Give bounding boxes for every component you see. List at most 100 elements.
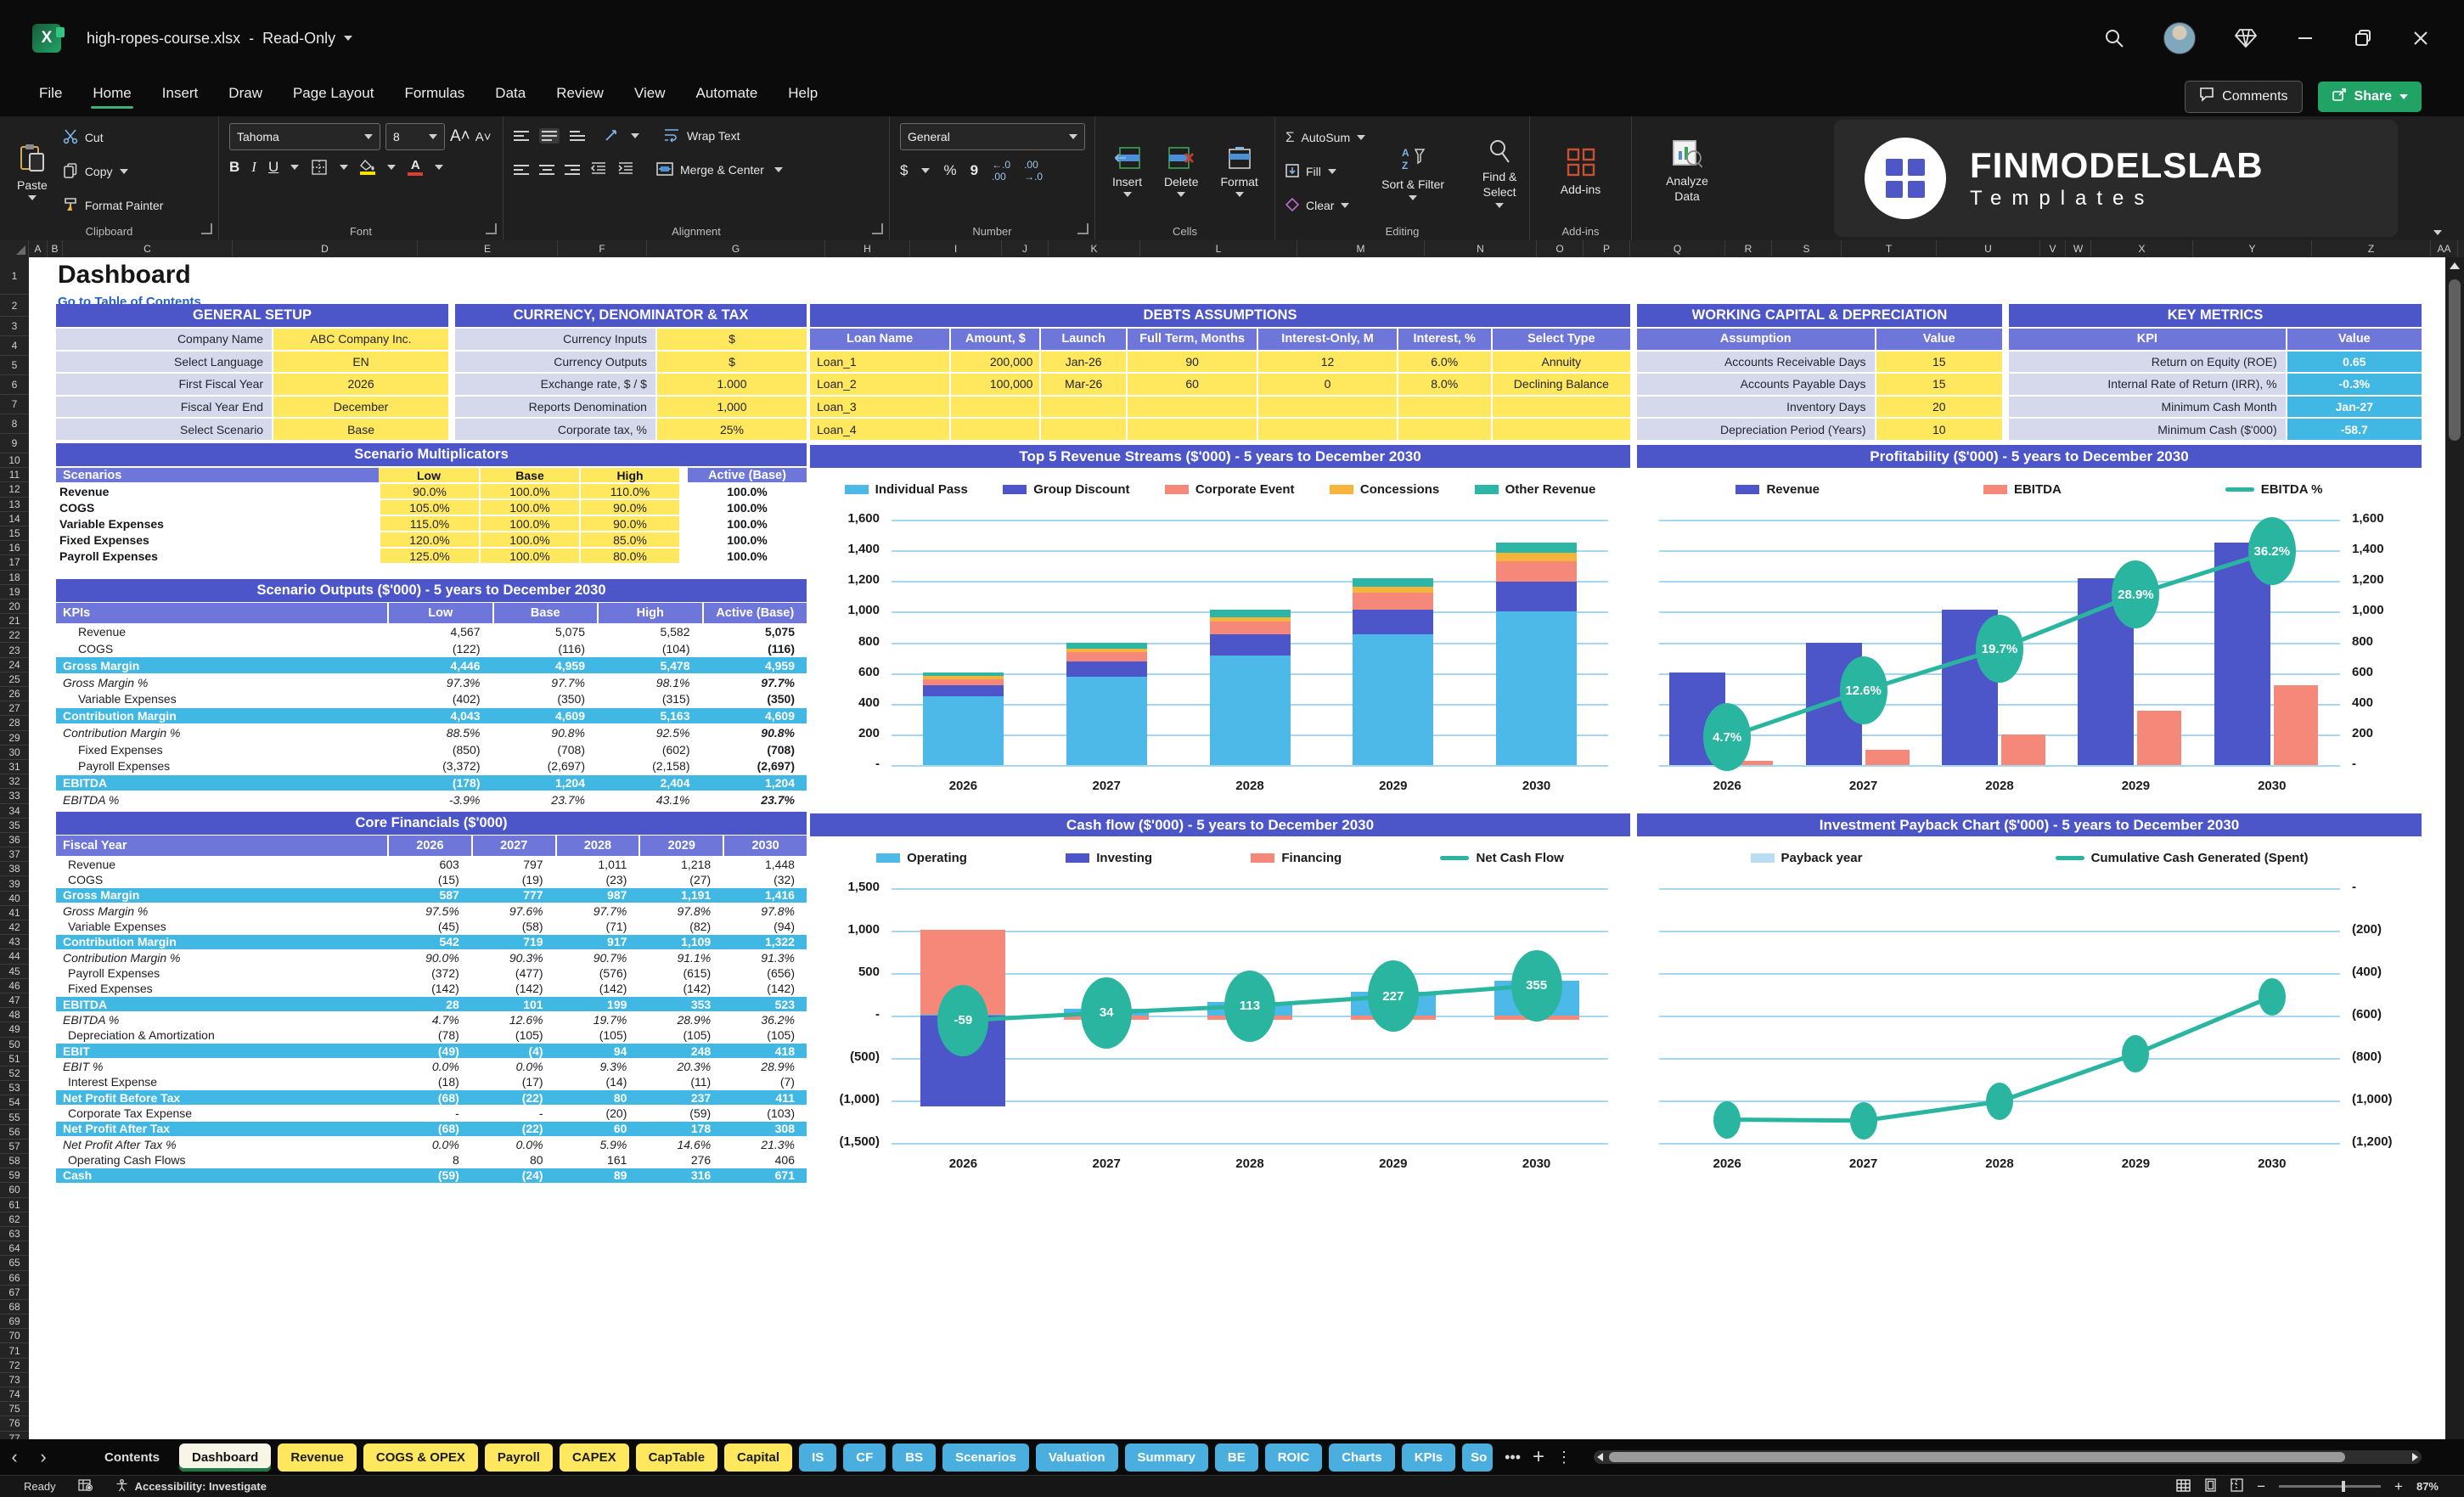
value-cell[interactable]: EN	[272, 351, 448, 373]
delete-cells-button[interactable]: Delete	[1157, 123, 1205, 220]
loan-cell[interactable]	[1490, 396, 1630, 418]
row-header-42[interactable]: 42	[0, 920, 29, 936]
row-header-32[interactable]: 32	[0, 774, 29, 790]
row-header-75[interactable]: 75	[0, 1402, 29, 1417]
column-header-I[interactable]: I	[910, 240, 1002, 257]
loan-cell[interactable]: 12	[1257, 351, 1397, 373]
sheet-tab-payroll[interactable]: Payroll	[484, 1443, 553, 1472]
italic-button[interactable]: I	[251, 159, 256, 175]
loan-cell[interactable]	[1490, 419, 1630, 440]
menu-tab-review[interactable]: Review	[556, 84, 604, 101]
column-header-K[interactable]: K	[1049, 240, 1140, 257]
row-header-40[interactable]: 40	[0, 892, 29, 906]
row-header-62[interactable]: 62	[0, 1213, 29, 1227]
row-header-8[interactable]: 8	[0, 414, 29, 434]
row-header-2[interactable]: 2	[0, 295, 29, 317]
column-header-O[interactable]: O	[1537, 240, 1584, 257]
more-tabs-button[interactable]: •••	[1505, 1448, 1521, 1466]
value-cell[interactable]: 25%	[655, 419, 807, 440]
loan-cell[interactable]: 8.0%	[1396, 374, 1491, 395]
loan-cell[interactable]: 0	[1257, 374, 1397, 395]
legend-item-financing[interactable]: Financing	[1251, 851, 1342, 865]
horizontal-scrollbar[interactable]	[1594, 1450, 2422, 1464]
search-icon[interactable]	[2104, 28, 2124, 48]
tab-scroll-left-icon[interactable]: ‹	[11, 1446, 18, 1467]
sheet-tab-scenarios[interactable]: Scenarios	[942, 1443, 1029, 1472]
font-dialog-launcher[interactable]	[486, 223, 497, 234]
row-header-28[interactable]: 28	[0, 716, 29, 731]
row-header-51[interactable]: 51	[0, 1052, 29, 1066]
sheet-tab-be[interactable]: BE	[1214, 1443, 1258, 1472]
legend-item-ebitda[interactable]: EBITDA %	[2225, 482, 2323, 497]
legend-item-operating[interactable]: Operating	[876, 851, 967, 865]
sheet-tab-roic[interactable]: ROIC	[1264, 1443, 1323, 1472]
value-cell[interactable]: Base	[272, 419, 448, 440]
value-cell[interactable]: 2026	[272, 374, 448, 395]
loan-cell[interactable]: Jan-26	[1039, 351, 1126, 373]
loan-cell[interactable]	[1396, 419, 1491, 440]
bold-button[interactable]: B	[229, 159, 240, 175]
sheet-tab-cf[interactable]: CF	[843, 1443, 886, 1472]
column-header-P[interactable]: P	[1584, 240, 1630, 257]
multiplier-cell[interactable]: 90.0%	[579, 500, 679, 515]
legend-item-individual-pass[interactable]: Individual Pass	[844, 482, 968, 497]
row-header-72[interactable]: 72	[0, 1359, 29, 1373]
row-header-25[interactable]: 25	[0, 673, 29, 687]
sheet-tab-kpis[interactable]: KPIs	[1401, 1443, 1456, 1472]
loan-cell[interactable]: 100,000	[949, 374, 1040, 395]
accessibility-status[interactable]: Accessibility: Investigate	[115, 1478, 267, 1494]
orientation-icon[interactable]	[604, 126, 621, 147]
addins-button[interactable]: Add-ins	[1554, 123, 1607, 220]
sheet-tab-so[interactable]: So	[1462, 1443, 1494, 1472]
number-format-select[interactable]: General	[900, 123, 1085, 150]
menu-tab-home[interactable]: Home	[91, 85, 134, 109]
row-header-37[interactable]: 37	[0, 847, 29, 863]
menu-tab-file[interactable]: File	[39, 84, 63, 101]
column-header-B[interactable]: B	[48, 240, 63, 257]
row-header-64[interactable]: 64	[0, 1241, 29, 1257]
row-header-45[interactable]: 45	[0, 965, 29, 979]
row-header-76[interactable]: 76	[0, 1416, 29, 1432]
title-dropdown-icon[interactable]	[344, 36, 353, 41]
share-button[interactable]: Share	[2317, 81, 2422, 112]
row-header-38[interactable]: 38	[0, 862, 29, 877]
close-button[interactable]	[2411, 29, 2430, 48]
align-right-icon[interactable]	[565, 165, 580, 175]
font-color-button[interactable]: A	[408, 159, 424, 176]
menu-tab-help[interactable]: Help	[788, 84, 819, 101]
column-header-Q[interactable]: Q	[1630, 240, 1725, 257]
legend-item-revenue[interactable]: Revenue	[1735, 482, 1820, 497]
value-cell[interactable]: $	[655, 329, 807, 350]
value-cell[interactable]: 15	[1874, 374, 2002, 395]
row-header-44[interactable]: 44	[0, 949, 29, 965]
align-middle-icon[interactable]	[539, 128, 560, 144]
add-sheet-button[interactable]: +	[1533, 1445, 1545, 1468]
row-header-47[interactable]: 47	[0, 993, 29, 1009]
scroll-right-icon[interactable]	[2412, 1453, 2418, 1461]
format-painter-button[interactable]: Format Painter	[63, 193, 163, 218]
multiplier-cell[interactable]: 100.0%	[479, 516, 579, 531]
scroll-up-icon[interactable]	[2450, 262, 2460, 269]
value-cell[interactable]: 15	[1874, 351, 2002, 373]
underline-button[interactable]: U	[267, 159, 279, 175]
loan-cell[interactable]: 200,000	[949, 351, 1040, 373]
row-header-61[interactable]: 61	[0, 1198, 29, 1213]
row-header-18[interactable]: 18	[0, 571, 29, 585]
align-top-icon[interactable]	[514, 131, 529, 141]
legend-item-concessions[interactable]: Concessions	[1329, 482, 1439, 497]
align-left-icon[interactable]	[514, 165, 529, 175]
row-header-19[interactable]: 19	[0, 585, 29, 599]
column-header-J[interactable]: J	[1002, 240, 1049, 257]
sheet-tab-cogs-opex[interactable]: COGS & OPEX	[363, 1443, 478, 1472]
increase-font-icon[interactable]: A˄	[450, 127, 470, 145]
row-header-49[interactable]: 49	[0, 1022, 29, 1038]
row-header-70[interactable]: 70	[0, 1329, 29, 1344]
row-header-14[interactable]: 14	[0, 512, 29, 526]
row-header-31[interactable]: 31	[0, 760, 29, 775]
zoom-in-icon[interactable]: +	[2394, 1477, 2403, 1494]
row-header-66[interactable]: 66	[0, 1271, 29, 1286]
column-header-H[interactable]: H	[825, 240, 910, 257]
column-header-V[interactable]: V	[2040, 240, 2066, 257]
loan-cell[interactable]: 60	[1125, 374, 1257, 395]
